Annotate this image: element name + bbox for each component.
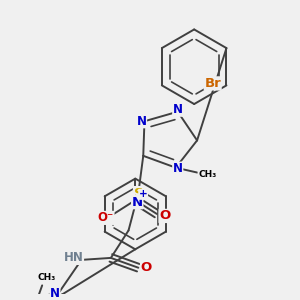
Text: +: +	[139, 189, 148, 199]
Text: N: N	[173, 162, 183, 175]
Text: CH₃: CH₃	[198, 170, 216, 179]
Text: N: N	[136, 115, 146, 128]
Text: Br: Br	[204, 77, 221, 90]
Text: O: O	[159, 209, 170, 222]
Text: N: N	[132, 196, 143, 209]
Text: S: S	[134, 187, 143, 200]
Text: N: N	[173, 103, 183, 116]
Text: HN: HN	[64, 251, 83, 264]
Text: O⁻: O⁻	[98, 212, 114, 224]
Text: O: O	[141, 261, 152, 274]
Text: CH₃: CH₃	[38, 273, 56, 282]
Text: N: N	[50, 287, 60, 300]
